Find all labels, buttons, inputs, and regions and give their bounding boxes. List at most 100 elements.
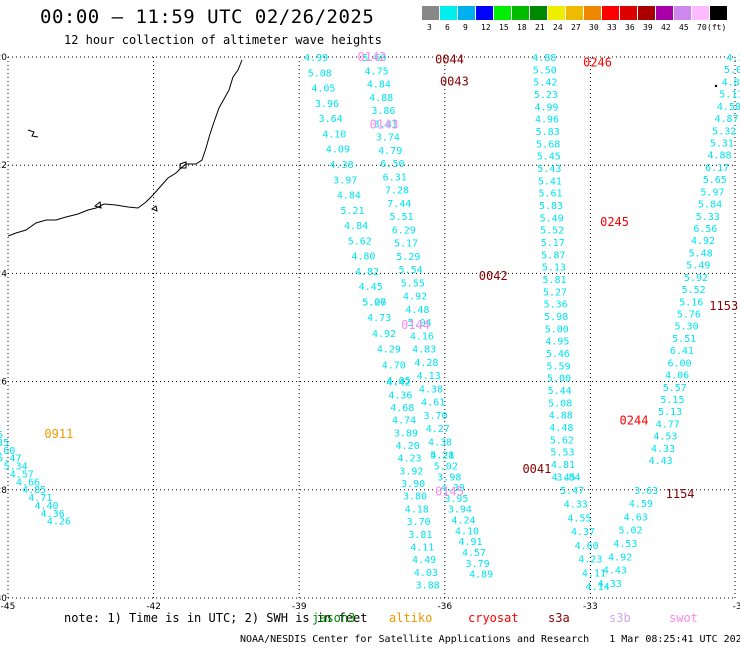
wave-height-value: 5.50 [533, 65, 557, 76]
legend-swatch [602, 6, 619, 20]
legend-label: 15 [499, 23, 509, 32]
wave-height-value: 3.98 [437, 472, 461, 483]
legend-label: 42 [661, 23, 671, 32]
latitude-tick-label: -20 [0, 53, 7, 63]
wave-height-value: 4.38 [428, 437, 452, 448]
wave-height-value: 4.87 [715, 114, 739, 125]
wave-height-value: 4.92 [372, 329, 396, 340]
wave-height-value: 5.15 [660, 395, 684, 406]
wave-height-value: 4.96 [535, 115, 559, 126]
legend-swatch [440, 6, 457, 20]
wave-height-value: 5.17 [394, 239, 418, 250]
track-dot [714, 84, 718, 88]
wave-height-value: 4.74 [392, 416, 416, 427]
wave-height-value: 4.21 [430, 451, 454, 462]
wave-height-value: 4.18 [405, 504, 429, 515]
wave-height-value: 5.65 [703, 175, 727, 186]
wave-height-value: 5.61 [538, 189, 562, 200]
pass-time-label: 0044 [435, 53, 464, 67]
legend-label: 39 [643, 23, 653, 32]
wave-height-value: 4.81 [551, 460, 575, 471]
wave-height-value: 5.47 [560, 486, 584, 497]
legend-label: 45 [679, 23, 689, 32]
pass-time-label: 0246 [583, 55, 612, 69]
wave-height-value: 4.10 [322, 129, 346, 140]
wave-height-value: 4.88 [369, 93, 393, 104]
wave-height-value: 5.26 [0, 430, 3, 441]
wave-height-value: 5.55 [401, 278, 425, 289]
wave-height-value: 4.88 [549, 411, 573, 422]
wave-height-value: 5.87 [541, 250, 565, 261]
wave-height-value: 4.80 [351, 252, 375, 263]
wave-height-value: 5.16 [679, 297, 703, 308]
wave-height-value: 5.47 [0, 454, 22, 465]
wave-height-value: 4.37 [571, 527, 595, 538]
wave-height-value: 3.92 [399, 466, 423, 477]
altimeter-tracks: 5.265.355.605.475.344.574.664.854.714.40… [0, 53, 740, 593]
wave-height-value: 5.81 [542, 275, 566, 286]
wave-height-value: 4.39 [441, 483, 465, 494]
legend-label: 9 [463, 23, 468, 32]
wave-height-value: 4.33 [564, 500, 588, 511]
wave-height-value: 4.36 [41, 509, 65, 520]
wave-height-value: 4.57 [10, 469, 34, 480]
wave-height-value: 4.06 [665, 371, 689, 382]
legend-swatch [674, 6, 691, 20]
wave-height-value: 3.97 [333, 175, 357, 186]
legend-swatch [566, 6, 583, 20]
footer-note: note: 1) Time is in UTC; 2) SWH is in fe… [64, 611, 368, 625]
pass-time-label: 0145 [435, 484, 464, 498]
wave-height-value: 5.32 [712, 126, 736, 137]
wave-height-value: 4.82 [355, 267, 379, 278]
wave-height-value: 5.31 [710, 138, 734, 149]
wave-height-value: 5.23 [534, 90, 558, 101]
wave-height-value: 5.98 [544, 312, 568, 323]
legend-label: 24 [553, 23, 563, 32]
wave-height-value: 5.60 [0, 446, 15, 457]
island-4 [93, 201, 102, 209]
wave-height-value: 5.08 [548, 398, 572, 409]
pass-time-label: 0041 [522, 462, 551, 476]
wave-height-value: 4.27 [426, 424, 450, 435]
wave-height-value: 4.36 [388, 390, 412, 401]
wave-height-value: 5.30 [675, 322, 699, 333]
wave-height-value: 3.89 [394, 428, 418, 439]
footer-credit-row: NOAA/NESDIS Center for Satellite Applica… [240, 634, 740, 645]
wave-height-value: 4.92 [608, 552, 632, 563]
wave-height-value: 5.21 [340, 206, 364, 217]
footer-credit: NOAA/NESDIS Center for Satellite Applica… [240, 634, 590, 645]
footer-note-row: note: 1) Time is in UTC; 2) SWH is in fe… [0, 611, 740, 629]
wave-height-value: 5.04 [408, 318, 432, 329]
legend-swatch [638, 6, 655, 20]
wave-height-value: 4.11 [582, 568, 606, 579]
latitude-tick-label: -26 [0, 378, 7, 388]
wave-height-value: 4.49 [412, 555, 436, 566]
wave-height-value: 6.41 [670, 346, 694, 357]
wave-height-value: 5.08 [308, 68, 332, 79]
wave-height-value: 4.66 [16, 477, 40, 488]
wave-height-value: 4.23 [397, 454, 421, 465]
wave-height-value: 4.95 [545, 337, 569, 348]
longitude-tick-label: -33 [583, 602, 598, 612]
wave-height-value: 4.05 [311, 84, 335, 95]
wave-height-value: 4.70 [382, 360, 406, 371]
map-axes: -45 -42 -39 -36 -33 -30 -20 -22 -24 -26 -28 -30 [0, 53, 740, 612]
wave-height-value: 4.61 [421, 398, 445, 409]
wave-height-value: 5.68 [536, 139, 560, 150]
wave-height-value: 5.35 [0, 438, 9, 449]
legend-swatch [458, 6, 475, 20]
legend-label: 70 [697, 23, 707, 32]
wave-height-value: 5.07 [362, 298, 386, 309]
wave-height-value: 5.48 [689, 248, 713, 259]
legend-label: 6 [445, 23, 450, 32]
wave-height-value: 4.11 [410, 542, 434, 553]
pass-time-label: 0043 [440, 74, 469, 88]
wave-height-value: 5.62 [550, 435, 574, 446]
wave-height-value: 4.83 [412, 345, 436, 356]
pass-time-label: 1153 [709, 299, 738, 313]
wave-height-value: 5.43 [537, 164, 561, 175]
wave-height-value: 6.29 [392, 225, 416, 236]
wave-height-value: 4.45 [359, 282, 383, 293]
pass-time-label: 0244 [620, 414, 649, 428]
wave-height-value: 5.49 [540, 213, 564, 224]
